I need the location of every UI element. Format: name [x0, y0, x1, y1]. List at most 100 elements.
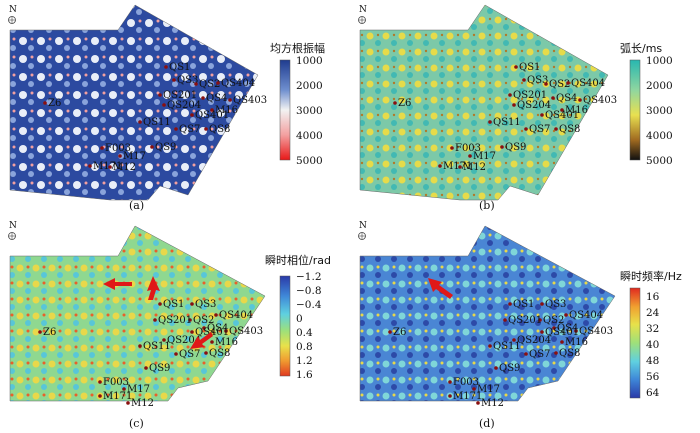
well-dot	[508, 93, 512, 97]
well-label: QS204	[167, 100, 201, 111]
well-dot	[552, 326, 556, 330]
well-label: QS11	[143, 117, 171, 128]
well-dot	[190, 330, 194, 334]
colorbar-tick: 4000	[646, 130, 673, 142]
well-label: QS204	[517, 335, 551, 346]
well-label: QS404	[569, 310, 603, 321]
colorbar-tick: 40	[646, 339, 659, 351]
well-dot	[194, 82, 198, 86]
well-dot	[488, 344, 492, 348]
well-dot	[98, 380, 102, 384]
well-label: Z6	[43, 327, 56, 338]
well-dot	[468, 154, 472, 158]
well-label: F003	[453, 377, 479, 388]
colorbar-tick: −0.8	[296, 285, 322, 297]
colorbar	[279, 59, 291, 161]
well-label: QS401	[195, 327, 229, 338]
well-label: QS2	[549, 79, 570, 90]
well-label: Z6	[393, 327, 406, 338]
well-label: QS3	[177, 75, 198, 86]
well-label: QS401	[545, 327, 579, 338]
well-label: QS1	[163, 299, 184, 310]
panel-b-svg: N QS1 QS3 QS2 QS404 QS201 QS4 QS403 QS204 M16QS4…	[358, 4, 673, 212]
well-dot	[393, 101, 397, 105]
well-label: QS1	[169, 62, 190, 73]
well-label: F003	[455, 143, 481, 154]
well-dot	[214, 313, 218, 317]
well-dot	[488, 120, 492, 124]
colorbar-tick: 4000	[296, 130, 323, 142]
well-dot	[201, 96, 205, 100]
well-label: M12	[113, 162, 136, 173]
well-label: M16	[215, 337, 238, 348]
well-dot	[524, 127, 528, 131]
colorbar-tick: 16	[646, 291, 660, 303]
arrow-marker	[190, 332, 213, 349]
well-dot	[158, 93, 162, 97]
well-dot	[224, 329, 228, 333]
well-label: QS404	[571, 78, 605, 89]
colorbar-tick: 1000	[296, 55, 323, 67]
well-dot	[100, 146, 104, 150]
well-label: QS1	[513, 299, 534, 310]
well-dot	[162, 103, 166, 107]
well-label: M17	[123, 151, 146, 162]
colorbar-tick: 0	[296, 313, 303, 325]
panel-a: N QS1 QS3 QS2 QS404 QS201 QS4 QS403 QS204 M16 QS4…	[0, 0, 350, 216]
arrow-marker	[428, 278, 453, 299]
colorbar-tick: −1.2	[296, 271, 322, 283]
colorbar-tick: 1.6	[296, 369, 313, 381]
colorbar-tick: 1.2	[296, 355, 313, 367]
well-label: QS7	[179, 124, 200, 135]
well-label: QS403	[579, 326, 613, 337]
well-label: QS201	[513, 90, 547, 101]
survey-map	[9, 225, 266, 402]
well-dot	[472, 387, 476, 391]
panel-b: N QS1 QS3 QS2 QS404 QS201 QS4 QS403 QS204 M16 QS4…	[350, 0, 700, 216]
well-dot	[172, 78, 176, 82]
well-label: QS9	[155, 142, 176, 153]
well-label: QS3	[195, 299, 216, 310]
panel-caption: (c)	[129, 417, 144, 430]
well-label: QS2	[193, 315, 214, 326]
colorbar-tick: 3000	[296, 105, 323, 117]
colorbar-tick: 3000	[646, 105, 673, 117]
colorbar-tick: 48	[646, 355, 659, 367]
well-label: QS7	[529, 349, 550, 360]
well-dot	[122, 387, 126, 391]
well-dot	[512, 338, 516, 342]
well-label: QS201	[163, 90, 197, 101]
well-label: QS8	[559, 348, 580, 359]
well-label: F003	[105, 143, 131, 154]
panel-caption: (b)	[479, 199, 495, 212]
well-dot	[388, 330, 392, 334]
panel-caption: (d)	[479, 417, 495, 430]
well-label: QS7	[529, 124, 550, 135]
colorbar-tick: 32	[646, 323, 659, 335]
well-dot	[210, 340, 214, 344]
well-label: QS8	[209, 348, 230, 359]
colorbar	[629, 59, 641, 161]
well-dot	[448, 380, 452, 384]
north-arrow: N	[8, 5, 17, 24]
well-label: M17	[477, 384, 500, 395]
colorbar-tick: 0.4	[296, 327, 313, 339]
well-label: QS4	[556, 93, 577, 104]
well-dot	[458, 165, 462, 169]
arrow-marker	[103, 278, 132, 290]
colorbar-tick: 5000	[296, 155, 323, 167]
colorbar-tick: −0.4	[296, 299, 322, 311]
colorbar-tick: 56	[646, 371, 660, 383]
well-dot	[540, 302, 544, 306]
well-dot	[216, 81, 220, 85]
survey-map	[359, 225, 616, 402]
well-dot	[551, 96, 555, 100]
panel-a-svg: N QS1 QS3 QS2 QS404 QS201 QS4 QS403 QS204 M16QS4…	[8, 4, 325, 212]
well-label: QS403	[229, 326, 263, 337]
well-label: M171	[453, 391, 482, 402]
well-dot	[126, 401, 130, 405]
colorbar-title: 弧长/ms	[620, 41, 662, 55]
well-label: QS401	[545, 110, 579, 121]
